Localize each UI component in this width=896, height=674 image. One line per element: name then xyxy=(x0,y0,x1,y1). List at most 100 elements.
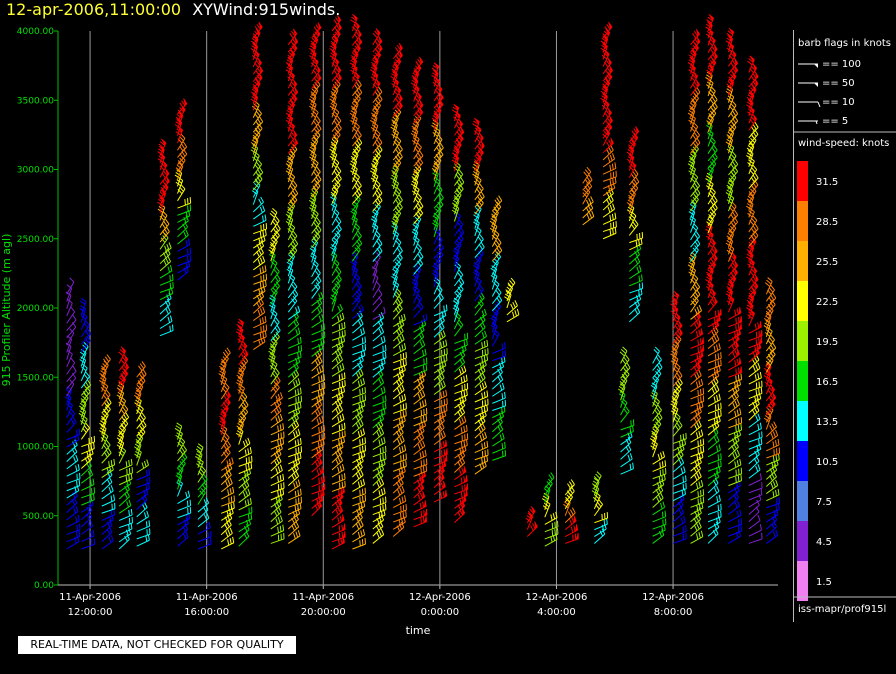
wind-barb-flag xyxy=(331,88,338,94)
wind-barb-flag xyxy=(294,505,297,512)
wind-barb-flag xyxy=(383,487,386,494)
wind-barb-flag xyxy=(662,450,666,457)
wind-barb-shaft xyxy=(690,444,704,450)
wind-barb-flag xyxy=(360,429,363,436)
wind-barb-flag xyxy=(479,384,483,391)
wind-barb-flag xyxy=(442,430,446,437)
wind-barb-flag xyxy=(439,417,443,424)
y-tick-label: 3000.00 xyxy=(17,166,54,176)
wind-barb-flag xyxy=(591,483,598,488)
wind-barb-flag xyxy=(299,387,302,394)
wind-barb-flag xyxy=(605,109,611,116)
wind-barb-flag xyxy=(401,344,404,351)
wind-barb-flag xyxy=(143,460,147,467)
wind-barb-flag xyxy=(227,489,230,496)
wind-barb-flag xyxy=(205,497,210,504)
wind-barb-flag xyxy=(78,479,81,486)
wind-barb-flag xyxy=(317,491,320,498)
wind-barb-flag xyxy=(254,26,260,32)
wind-barb-flag xyxy=(126,491,130,497)
wind-barb-flag xyxy=(466,439,468,446)
wind-barb-flag xyxy=(269,304,275,309)
wind-barb-flag xyxy=(460,477,463,484)
wind-barb-flag xyxy=(670,353,676,358)
wind-barb-flag xyxy=(671,400,677,405)
wind-barb-flag xyxy=(80,356,86,361)
wind-barb-flag xyxy=(312,86,319,91)
wind-barb-flag xyxy=(678,440,682,448)
wind-barb-flag xyxy=(184,199,186,206)
wind-barb-flag xyxy=(397,489,401,496)
wind-barb-flag xyxy=(315,176,320,182)
wind-barb-flag xyxy=(461,417,465,424)
wind-barb-shaft xyxy=(177,202,191,209)
wind-barb-flag xyxy=(598,499,603,505)
wind-barb-flag xyxy=(378,511,381,518)
wind-barb-flag xyxy=(411,130,418,135)
wind-barb-flag xyxy=(90,443,93,450)
wind-barb-flag xyxy=(252,105,258,111)
wind-barb-flag xyxy=(459,284,464,290)
wind-barb-flag xyxy=(652,428,658,433)
wind-barb-flag xyxy=(116,444,123,449)
wind-barb-flag xyxy=(291,423,295,430)
wind-barb-flag xyxy=(297,453,299,460)
wind-barb-flag xyxy=(657,494,662,501)
wind-barb-flag xyxy=(451,202,458,207)
wind-barb-flag xyxy=(295,430,299,437)
wind-barb-shaft xyxy=(413,514,428,521)
wind-barb-flag xyxy=(392,218,398,223)
wind-barb-flag xyxy=(685,525,687,532)
wind-barb-flag xyxy=(139,429,144,435)
wind-barb-flag xyxy=(361,438,364,445)
wind-barb-flag xyxy=(312,136,319,142)
wind-barb-flag xyxy=(122,420,127,427)
wind-barb-flag xyxy=(360,304,364,311)
wind-barb-flag xyxy=(273,283,279,289)
wind-barb-pennant xyxy=(531,506,536,514)
wind-barb-flag xyxy=(334,31,340,37)
wind-barb-pennant xyxy=(608,22,612,30)
wind-barb-flag xyxy=(145,535,148,542)
wind-barb-pennant xyxy=(610,137,614,146)
wind-barb-flag xyxy=(461,400,466,406)
wind-barb-flag xyxy=(530,525,534,531)
wind-barb-flag xyxy=(176,422,182,427)
wind-barb-flag xyxy=(529,508,534,514)
wind-barb-flag xyxy=(655,496,660,503)
wind-barb-flag xyxy=(379,318,384,325)
wind-barb-shaft xyxy=(690,494,704,501)
wind-barb-shaft xyxy=(253,321,267,329)
wind-barb-flag xyxy=(440,442,443,449)
wind-barb-pennant xyxy=(125,362,129,370)
wind-barb-flag xyxy=(286,167,293,172)
wind-barb-flag xyxy=(463,490,466,497)
wind-barb-flag xyxy=(442,390,445,397)
wind-barb-flag xyxy=(167,306,172,313)
wind-barb-flag xyxy=(251,139,258,144)
wind-barb-flag xyxy=(419,201,424,207)
wind-barb-flag xyxy=(455,293,461,298)
wind-barb-pennant xyxy=(440,92,444,100)
wind-barb-flag xyxy=(412,127,419,132)
wind-barb-flag xyxy=(422,451,425,458)
wind-barb-flag xyxy=(203,499,207,506)
wind-barb-flag xyxy=(117,441,124,446)
wind-barb-flag xyxy=(260,240,265,247)
wind-barb-flag xyxy=(364,386,367,393)
wind-barb-flag xyxy=(310,163,316,169)
wind-barb-flag xyxy=(92,529,95,536)
wind-barb-flag xyxy=(492,260,498,266)
wind-barb-flag xyxy=(631,130,636,136)
wind-barb-flag xyxy=(454,113,460,119)
wind-barb-shaft xyxy=(253,330,267,336)
wind-barb-shaft xyxy=(620,468,634,475)
wind-barb-flag xyxy=(337,123,342,129)
wind-barb-flag xyxy=(459,401,464,408)
wind-barb-shaft xyxy=(413,413,428,420)
wind-barb-flag xyxy=(499,374,504,380)
wind-barb-flag xyxy=(478,294,483,301)
wind-barb-pennant xyxy=(607,108,612,116)
wind-barb-flag xyxy=(501,382,505,389)
wind-barb-flag xyxy=(195,453,202,458)
